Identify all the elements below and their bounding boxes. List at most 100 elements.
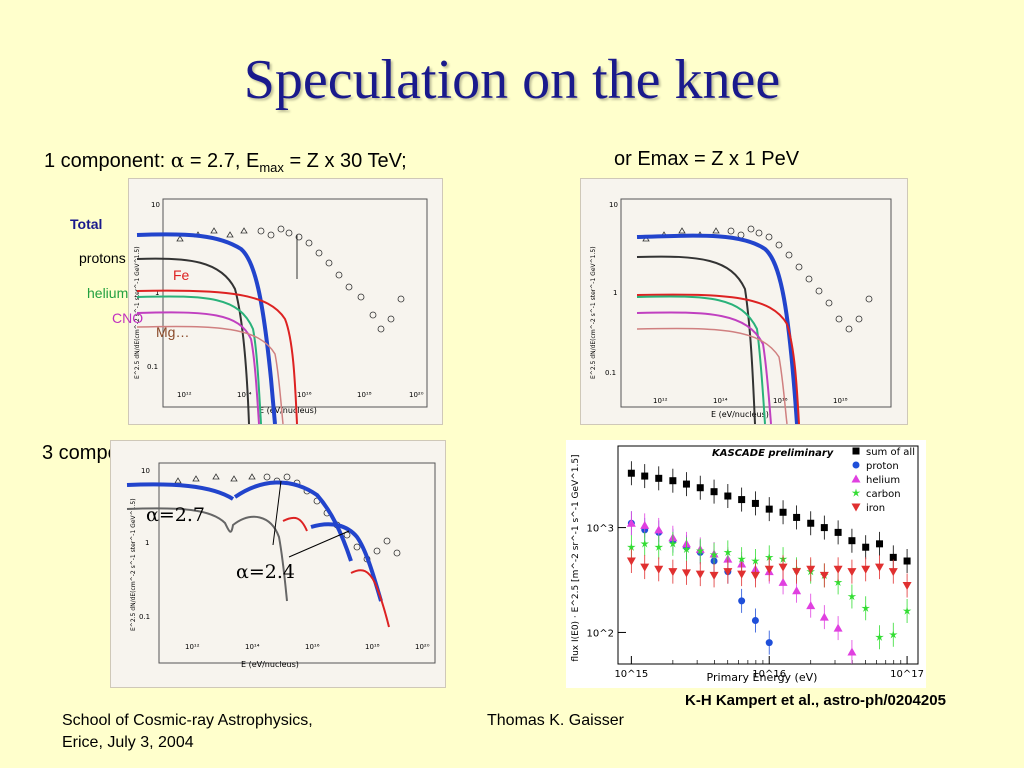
one-component-caption: 1 component: α = 2.7, Emax = Z x 30 TeV;	[44, 148, 407, 175]
legend-label: proton	[866, 461, 899, 472]
legend-marker	[852, 447, 860, 455]
legend-label: helium	[866, 475, 900, 486]
data-point	[778, 563, 788, 572]
alpha-27-annotation: α=2.7	[146, 504, 205, 526]
ytick-10-b: 10	[609, 201, 618, 209]
spectrum-panel-3comp: 10 1 0.1 10¹² 10¹⁴ 10¹⁶ 10¹⁸ 10²⁰ E (eV/…	[110, 440, 446, 688]
data-point	[793, 513, 801, 521]
ytick-01-c: 0.1	[139, 613, 150, 621]
data-point	[765, 639, 773, 647]
data-point	[833, 623, 843, 632]
data-point	[792, 568, 802, 577]
data-point	[709, 571, 719, 580]
ytick-1-b: 1	[613, 289, 617, 297]
spectrum-xlabel-c: E (eV/nucleus)	[241, 660, 299, 669]
kascade-title: KASCADE preliminary	[712, 448, 834, 459]
alpha24-arrow	[288, 530, 350, 558]
data-point	[819, 612, 829, 621]
total-curve	[136, 232, 277, 425]
kascade-ytick-label: 10^3	[587, 524, 614, 535]
footer-venue-line2: Erice, July 3, 2004	[62, 734, 194, 751]
footer-venue: School of Cosmic-ray Astrophysics, Erice…	[62, 710, 313, 754]
data-point	[737, 570, 747, 579]
data-point	[847, 647, 857, 656]
mg-curve	[136, 325, 284, 425]
data-point	[640, 563, 650, 572]
data-point	[681, 569, 691, 578]
ytick-1-c: 1	[145, 539, 149, 547]
measured-points	[176, 225, 405, 333]
data-point	[862, 543, 870, 551]
ytick-10: 10	[151, 201, 160, 209]
legend-marker	[852, 461, 860, 469]
data-point	[627, 469, 635, 477]
citation-credit: K-H Kampert et al., astro-ph/0204205	[685, 692, 946, 709]
data-point	[861, 603, 870, 612]
cno-curve	[136, 311, 260, 425]
data-point	[750, 571, 760, 580]
kascade-xlabel: Primary Energy (eV)	[707, 671, 818, 684]
spectrum-plot-30tev: 10 1 0.1 10¹² 10¹⁴ 10¹⁶ 10¹⁸ 10²⁰ E (eV/…	[134, 198, 428, 425]
legend-fe: Fe	[173, 267, 190, 283]
data-point	[903, 557, 911, 565]
data-point	[848, 537, 856, 545]
data-point	[668, 568, 678, 577]
data-point	[820, 524, 828, 532]
xtick-1e14-c: 10¹⁴	[245, 643, 260, 651]
data-point	[723, 568, 733, 577]
data-point	[833, 565, 843, 574]
data-point	[779, 508, 787, 516]
data-point	[709, 550, 719, 559]
component-2-curve	[282, 516, 390, 628]
data-point	[738, 496, 746, 504]
spectrum-plot-3comp: 10 1 0.1 10¹² 10¹⁴ 10¹⁶ 10¹⁸ 10²⁰ E (eV/…	[126, 462, 436, 669]
xtick-1e18: 10¹⁸	[357, 391, 372, 399]
data-point	[751, 616, 759, 624]
series-sum-of-all	[627, 461, 911, 574]
data-point	[847, 592, 857, 601]
xtick-1e12-c: 10¹²	[185, 643, 200, 651]
data-point	[641, 472, 649, 480]
data-point	[627, 542, 636, 551]
data-point	[806, 565, 816, 574]
proton-curve	[136, 257, 250, 425]
ytick-01: 0.1	[147, 363, 158, 371]
legend-mg: Mg…	[156, 324, 190, 340]
data-point	[876, 540, 884, 548]
legend-marker	[851, 488, 861, 497]
xtick-1e14: 10¹⁴	[237, 391, 252, 399]
spectrum-xlabel: E (eV/nucleus)	[259, 406, 317, 415]
xtick-1e16: 10¹⁶	[297, 391, 312, 399]
caption-sub: max	[259, 160, 284, 175]
xtick-1e20-c: 10²⁰	[415, 643, 430, 651]
xtick-1e12-b: 10¹²	[653, 397, 668, 405]
data-point	[738, 597, 746, 605]
spectrum-xlabel-b: E (eV/nucleus)	[711, 410, 769, 419]
total-curve-c	[126, 480, 383, 602]
helium-curve-b	[636, 295, 766, 425]
fe-curve	[136, 289, 298, 425]
data-point	[655, 474, 663, 482]
fe-curve-b	[636, 293, 800, 425]
legend-label: iron	[866, 503, 885, 514]
measured-points-b	[642, 225, 873, 333]
spectrum-ylabel-b: E^2.5 dN/dE(cm^-2 s^-1 ster^-1 GeV^1.5)	[590, 246, 597, 379]
data-point	[710, 488, 718, 496]
legend-marker	[851, 503, 861, 512]
data-point	[654, 525, 664, 534]
data-point	[626, 557, 636, 566]
alpha27-arrow	[272, 480, 282, 546]
footer-venue-line1: School of Cosmic-ray Astrophysics,	[62, 712, 313, 729]
legend-label: carbon	[866, 489, 901, 500]
total-curve-b	[636, 233, 799, 425]
proton-curve-b	[636, 255, 756, 425]
kascade-ylabel: flux I(E0) · E^2.5 [m^-2 sr^-1 s^-1 GeV^…	[571, 454, 581, 661]
data-point	[778, 577, 788, 586]
data-point	[640, 539, 650, 548]
xtick-1e14-b: 10¹⁴	[713, 397, 728, 405]
data-point	[682, 544, 691, 553]
xtick-1e12: 10¹²	[177, 391, 192, 399]
xtick-1e16-c: 10¹⁶	[305, 643, 320, 651]
xtick-1e18-c: 10¹⁸	[365, 643, 380, 651]
spectrum-plot-1pev: 10 1 0.1 10¹² 10¹⁴ 10¹⁶ 10¹⁸ E (eV/nucle…	[590, 198, 892, 425]
